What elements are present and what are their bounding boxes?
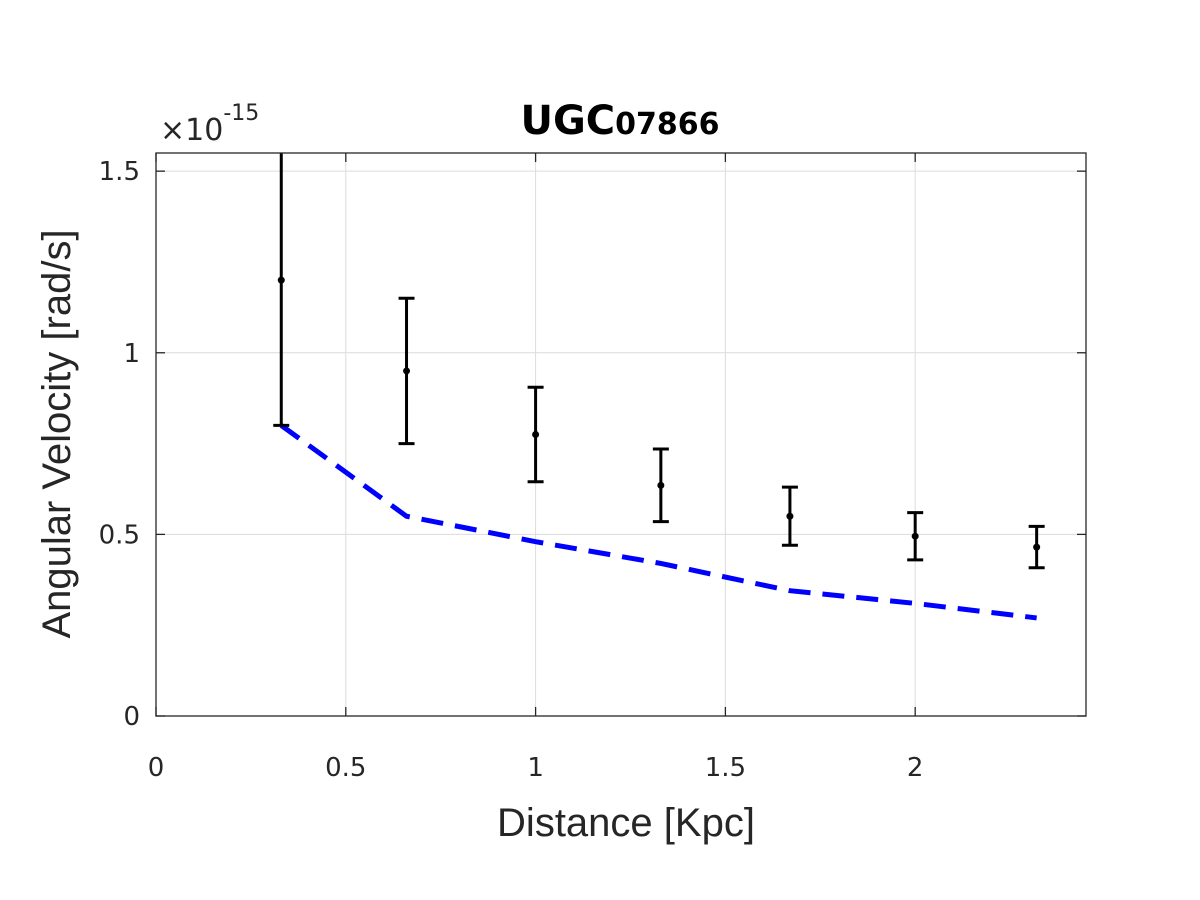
y-tick-label: 1	[123, 339, 140, 369]
x-axis-label: Distance [Kpc]	[497, 801, 755, 845]
x-tick-label: 1.5	[705, 753, 746, 783]
chart-title: UGC07866	[520, 98, 719, 144]
observed-series	[273, 153, 1045, 570]
observed-point	[781, 485, 798, 547]
exponent-power: -15	[223, 101, 259, 126]
y-tick-label: 0	[123, 702, 140, 732]
chart-title-sub: 07866	[615, 107, 719, 142]
chart-title-main: UGC	[520, 98, 615, 144]
observed-point	[527, 385, 544, 484]
y-tick-label: 0.5	[99, 520, 140, 550]
data-point	[277, 276, 285, 284]
observed-point	[652, 447, 669, 524]
plot-frame	[155, 152, 1087, 717]
observed-point	[1028, 524, 1045, 570]
data-point	[532, 431, 540, 438]
data-point	[403, 367, 411, 375]
x-tick-label: 2	[907, 753, 924, 783]
grid	[156, 153, 1086, 716]
data-point	[911, 532, 919, 540]
observed-point	[398, 296, 415, 446]
data-point	[1033, 543, 1041, 551]
exponent-prefix: ×10	[160, 113, 223, 148]
axis-ticks	[155, 153, 1086, 717]
observed-point	[907, 511, 924, 562]
y-axis-exponent: ×10-15	[160, 101, 259, 148]
y-axis-label: Angular Velocity [rad/s]	[35, 229, 79, 638]
observed-point	[273, 153, 290, 427]
x-tick-label: 0	[148, 753, 165, 783]
data-point	[786, 512, 794, 520]
y-tick-label: 1.5	[99, 157, 140, 187]
tick-labels: 0 0.5 1 1.5 2 0 0.5 1 1.5	[99, 157, 924, 783]
x-tick-label: 0.5	[325, 753, 366, 783]
model-series	[279, 423, 1037, 621]
x-tick-label: 1	[527, 753, 544, 783]
data-point	[657, 481, 665, 489]
model-line	[279, 423, 1037, 621]
